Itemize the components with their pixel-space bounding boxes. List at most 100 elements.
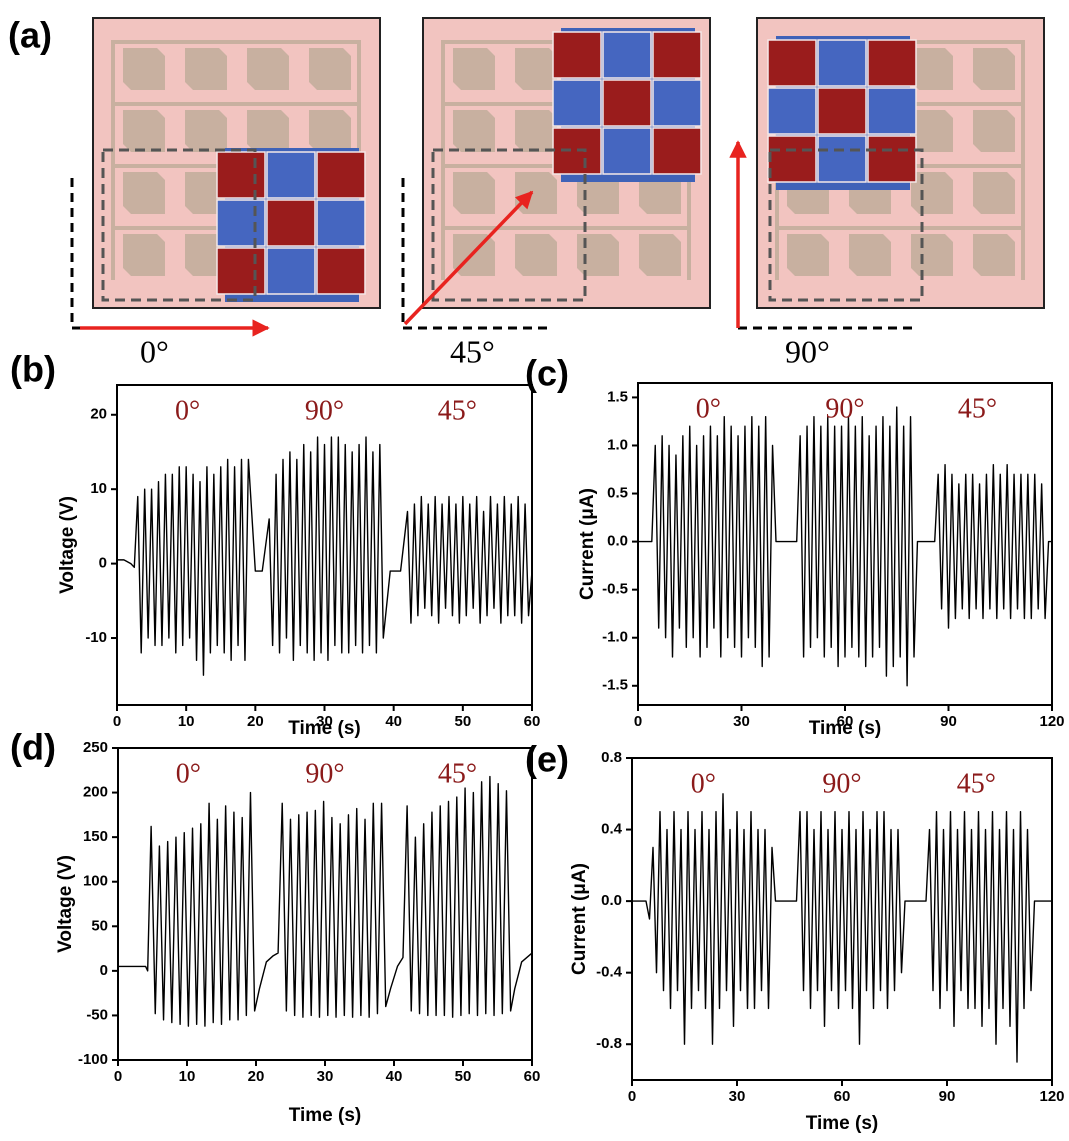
annotation: 0°: [176, 758, 201, 789]
electrode-pad: [973, 172, 1015, 214]
y-axis-title: Voltage (V): [57, 496, 78, 594]
y-tick-label: 1.5: [607, 388, 628, 405]
electrode-pad: [849, 234, 891, 276]
slider-tile: [867, 135, 917, 183]
plot-frame: [631, 757, 1053, 1081]
y-tick-label: -100: [78, 1051, 108, 1068]
y-tick-label: 250: [83, 739, 108, 756]
panel-label: (c): [525, 353, 569, 394]
electrode-pad: [185, 48, 227, 90]
y-axis-title: Voltage (V): [55, 855, 76, 953]
slider-tile: [216, 151, 266, 199]
annotation: 90°: [305, 395, 344, 426]
slider-tile: [602, 127, 652, 175]
electrode-pad: [787, 234, 829, 276]
annotation: 90°: [825, 393, 864, 424]
panel-label: (e): [525, 739, 569, 780]
electrode-pad: [123, 48, 165, 90]
electrode-pad: [911, 48, 953, 90]
y-tick-label: 0.8: [601, 749, 622, 766]
electrode-pad: [577, 234, 619, 276]
annotation: 45°: [957, 768, 996, 799]
slider-tile: [602, 79, 652, 127]
electrode-pad: [247, 48, 289, 90]
electrode-line: [111, 40, 361, 44]
data-line: [638, 406, 1052, 687]
x-tick-label: 60: [837, 713, 854, 730]
slider-tile: [652, 31, 702, 79]
annotation: 90°: [822, 768, 861, 799]
plot-area: [632, 793, 1052, 1063]
slider-tile: [316, 199, 366, 247]
direction-arrow: [403, 190, 534, 326]
electrode-pad: [309, 48, 351, 90]
chart: (b) 0 10 20 30 40 50 60 -10 0 10 20 Time (s) Voltage …: [10, 349, 540, 740]
slider-tile: [316, 151, 366, 199]
annotation: 0°: [175, 395, 200, 426]
x-tick-label: 60: [834, 1088, 851, 1105]
slider-tile: [266, 151, 316, 199]
y-tick-label: -1.0: [602, 629, 628, 646]
x-tick-label: 30: [316, 713, 333, 730]
electrode-pad: [911, 234, 953, 276]
y-tick-label: -0.8: [596, 1035, 622, 1052]
y-tick-label: 0: [100, 962, 108, 979]
slider-tile: [817, 87, 867, 135]
y-tick-label: -0.5: [602, 581, 628, 598]
annotation: 0°: [696, 393, 721, 424]
x-tick-label: 20: [248, 1068, 265, 1085]
x-tick-label: 30: [733, 713, 750, 730]
electrode-pad: [639, 172, 681, 214]
electrode-pad: [453, 110, 495, 152]
chart: (d) 0 10 20 30 40 50 60 -100 -50 0 50 100 150 200 250 Ti…: [10, 727, 540, 1127]
electrode-pad: [185, 110, 227, 152]
angle-label: 0°: [140, 333, 169, 369]
electrode-pad: [911, 110, 953, 152]
slider-tile: [817, 39, 867, 87]
chart: (e) 0 30 60 90 120 -0.8 -0.4 0.0 0.4 0.8 Time (s) Cu…: [525, 739, 1065, 1135]
data-line: [118, 775, 532, 1027]
x-tick-label: 30: [317, 1068, 334, 1085]
y-tick-label: 10: [90, 480, 107, 497]
y-tick-label: 0: [99, 555, 107, 572]
angle-label: 45°: [450, 333, 495, 369]
panel-a: (a) 0° 45° 90°: [8, 15, 1045, 369]
electrode-pad: [515, 172, 557, 214]
y-tick-label: 1.0: [607, 436, 628, 453]
electrode-pad: [515, 110, 557, 152]
electrode-pad: [123, 110, 165, 152]
slider-tile: [266, 247, 316, 295]
slider-tile: [867, 87, 917, 135]
x-tick-label: 120: [1039, 713, 1064, 730]
data-line: [632, 793, 1052, 1063]
slider-tile: [767, 87, 817, 135]
plot-area: [117, 436, 532, 676]
slider-tile: [767, 39, 817, 87]
electrode-pad: [247, 110, 289, 152]
y-tick-label: -10: [85, 629, 107, 646]
x-tick-label: 20: [247, 713, 264, 730]
x-tick-label: 120: [1039, 1088, 1064, 1105]
x-tick-label: 60: [524, 713, 541, 730]
x-tick-label: 90: [940, 713, 957, 730]
y-tick-label: 150: [83, 828, 108, 845]
electrode-pad: [577, 172, 619, 214]
y-tick-label: 50: [91, 917, 108, 934]
x-tick-label: 90: [939, 1088, 956, 1105]
slider-tile: [216, 247, 266, 295]
panel-label: (a): [8, 15, 52, 56]
slider-tile: [552, 31, 602, 79]
annotation: 45°: [438, 758, 477, 789]
electrode-line: [775, 226, 1025, 230]
electrode-line: [111, 40, 115, 280]
slider-tile: [817, 135, 867, 183]
x-tick-label: 0: [634, 713, 642, 730]
electrode-line: [441, 40, 445, 280]
x-axis-title: Time (s): [288, 718, 361, 739]
electrode-pad: [973, 110, 1015, 152]
x-tick-label: 0: [113, 713, 121, 730]
y-axis-title: Current (μA): [569, 863, 590, 975]
annotation: 45°: [958, 393, 997, 424]
angle-label: 90°: [785, 333, 830, 369]
